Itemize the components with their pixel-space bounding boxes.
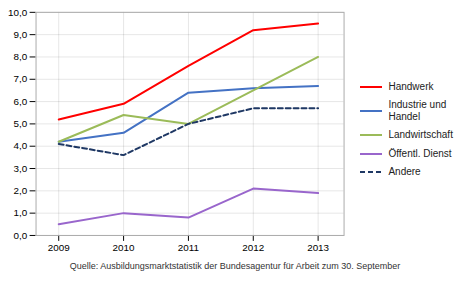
svg-text:1,0: 1,0 bbox=[13, 207, 27, 218]
svg-text:2013: 2013 bbox=[307, 242, 329, 253]
svg-text:7,0: 7,0 bbox=[13, 73, 27, 84]
html-text:Landwirtschaft: Landwirtschaft bbox=[388, 129, 453, 141]
html-text:Handwerk: Handwerk bbox=[388, 80, 434, 92]
svg-text:2009: 2009 bbox=[48, 242, 70, 253]
svg-text:5,0: 5,0 bbox=[13, 118, 27, 129]
svg-text:2011: 2011 bbox=[178, 242, 199, 253]
svg-text:8,0: 8,0 bbox=[13, 51, 27, 62]
svg-text:10,0: 10,0 bbox=[8, 6, 28, 17]
svg-text:0,0: 0,0 bbox=[13, 230, 27, 241]
svg-text:3,0: 3,0 bbox=[13, 163, 27, 174]
svg-text:2012: 2012 bbox=[242, 242, 264, 253]
html-text:Industrie und Handel: Industrie und Handel bbox=[388, 99, 447, 122]
html-text:Andere: Andere bbox=[388, 166, 421, 178]
svg-text:9,0: 9,0 bbox=[13, 29, 27, 40]
html-text:Öffentl. Dienst: Öffentl. Dienst bbox=[388, 147, 452, 159]
svg-text:6,0: 6,0 bbox=[13, 96, 27, 107]
svg-text:4,0: 4,0 bbox=[13, 140, 27, 151]
svg-text:2010: 2010 bbox=[113, 242, 135, 253]
html-text:Quelle: Ausbildungsmarktstatis: Quelle: Ausbildungsmarktstatistik der Bu… bbox=[69, 260, 401, 271]
svg-text:2,0: 2,0 bbox=[13, 185, 27, 196]
